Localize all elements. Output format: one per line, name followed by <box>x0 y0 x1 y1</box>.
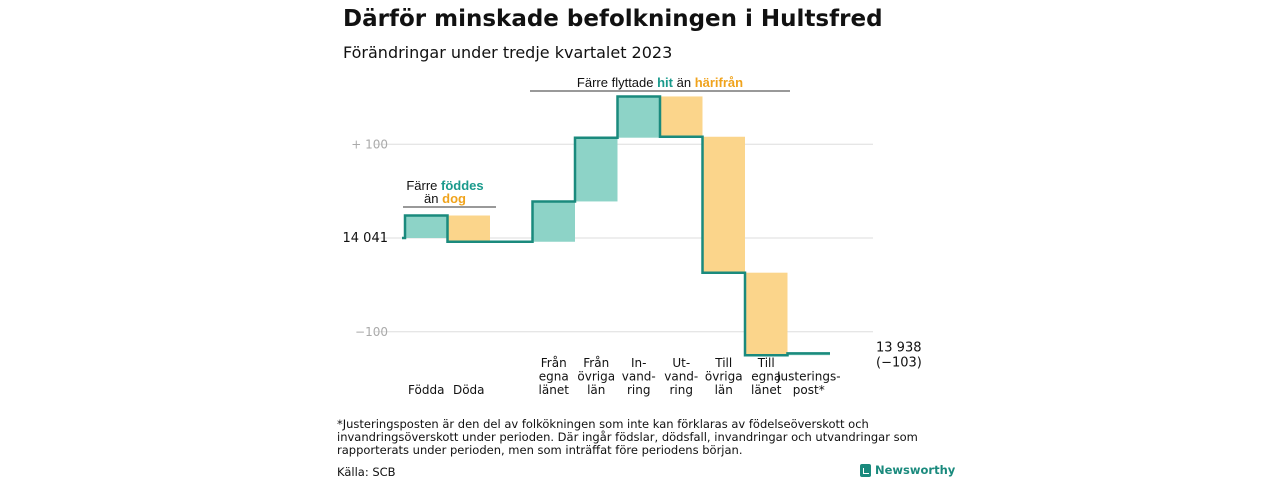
category-label: Till <box>714 356 732 370</box>
footnote: *Justeringsposten är den del av folkökni… <box>337 417 918 457</box>
category-label: vand- <box>622 370 656 384</box>
category-label: Till <box>757 356 775 370</box>
category-label: ring <box>627 383 651 397</box>
waterfall-bar <box>532 201 575 242</box>
annotation-flyttade: Färre flyttade hit än härifrån <box>577 75 743 90</box>
annotation-fodda-doda-line1: Färre föddes <box>406 178 483 193</box>
waterfall-bar <box>575 137 618 202</box>
end-change-label: (−103) <box>876 355 922 370</box>
waterfall-bar <box>447 215 490 242</box>
category-label: Från <box>541 356 567 370</box>
source-label: Källa: SCB <box>337 465 396 479</box>
waterfall-bar <box>745 272 788 356</box>
start-value-label: 14 041 <box>343 231 389 246</box>
category-label: övriga <box>705 370 743 384</box>
category-label: In- <box>631 356 646 370</box>
y-tick-label: + 100 <box>351 137 388 151</box>
category-label: Ut- <box>672 356 690 370</box>
category-label: län <box>587 383 605 397</box>
category-label: länet <box>539 383 570 397</box>
category-label: vand- <box>664 370 698 384</box>
waterfall-bar <box>405 215 448 238</box>
newsworthy-icon <box>860 463 871 477</box>
y-tick-label: −100 <box>355 325 388 339</box>
brand-name: Newsworthy <box>875 463 956 477</box>
category-label: Från <box>583 356 609 370</box>
category-label: övriga <box>577 370 615 384</box>
waterfall-bar <box>702 136 745 273</box>
category-label: län <box>715 383 733 397</box>
waterfall-bar <box>617 96 660 138</box>
category-label: post* <box>793 383 825 397</box>
category-label: Döda <box>453 383 485 397</box>
category-label: Justerings- <box>776 370 841 384</box>
end-value-label: 13 938 <box>876 340 922 355</box>
cumulative-step-line <box>402 95 830 357</box>
brand-logo: Newsworthy <box>860 463 955 477</box>
category-label: Födda <box>408 383 444 397</box>
waterfall-bar <box>660 96 703 137</box>
category-label: egna <box>751 370 781 384</box>
category-label: ring <box>670 383 694 397</box>
chart-subtitle: Förändringar under tredje kvartalet 2023 <box>343 43 673 62</box>
category-label: egna <box>539 370 569 384</box>
chart-title: Därför minskade befolkningen i Hultsfred <box>343 6 883 32</box>
category-label: länet <box>751 383 782 397</box>
annotation-fodda-doda-line2: än dog <box>424 191 466 206</box>
